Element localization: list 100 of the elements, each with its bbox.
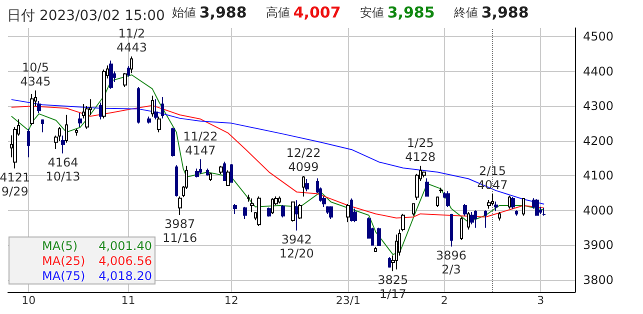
candlestick	[346, 204, 350, 223]
annotation: 11/2 4443	[116, 26, 147, 54]
candlestick	[436, 196, 439, 208]
text: 高値 4,007	[266, 4, 341, 22]
annotation: 4,001.40	[98, 239, 152, 253]
candlestick	[412, 202, 415, 216]
candlestick	[127, 66, 130, 78]
annotation: 11/22 4147	[183, 129, 218, 158]
text: MA(5)	[42, 239, 78, 253]
x-tick-label: 11	[121, 294, 136, 307]
candlestick	[223, 161, 226, 182]
y-tick-label: 4200	[583, 134, 614, 148]
x-tick-label: 10	[22, 294, 36, 307]
candlestick	[147, 116, 151, 124]
candlestick	[271, 198, 274, 214]
candlestick	[199, 158, 202, 174]
candlestick	[535, 198, 539, 216]
candlestick	[508, 195, 511, 210]
candlestick	[474, 210, 477, 228]
candlestick	[175, 164, 178, 197]
candlestick	[494, 201, 498, 212]
candlestick	[542, 207, 546, 216]
y-tick-label: 3800	[583, 272, 614, 287]
candlestick	[470, 212, 474, 225]
candlestick	[243, 206, 247, 220]
candlestick	[250, 198, 254, 213]
candlestick	[209, 172, 212, 182]
text: 始値 3,988	[172, 4, 247, 22]
candlestick	[30, 94, 34, 126]
candlestick	[484, 210, 487, 228]
candlestick	[329, 206, 333, 220]
candlestick	[498, 212, 501, 221]
candlestick	[247, 194, 250, 202]
candlestick	[491, 194, 494, 206]
annotation: 1/25 4128	[405, 136, 436, 164]
candlestick	[388, 256, 391, 268]
candlestick	[219, 165, 223, 174]
x-tick-label: 23/1	[336, 294, 361, 307]
candlestick	[65, 114, 68, 144]
candlestick	[230, 164, 233, 184]
candlestick	[130, 56, 133, 74]
candlestick	[137, 86, 140, 124]
y-tick-label: 4400	[583, 64, 614, 78]
candlestick	[154, 98, 158, 120]
candlestick	[446, 190, 450, 208]
candlestick	[75, 128, 78, 136]
candlestick	[109, 60, 113, 90]
candlestick	[463, 204, 467, 216]
candlestick	[151, 95, 154, 118]
candlestick	[206, 168, 209, 176]
candlestick	[78, 112, 82, 128]
candlestick	[439, 187, 443, 194]
candlestick	[171, 127, 175, 158]
y-tick-label: 4300	[583, 99, 614, 114]
x-tick-label: 2	[440, 294, 448, 307]
candlestick	[302, 175, 305, 197]
text: MA(75)	[42, 269, 86, 283]
candlestick	[295, 200, 298, 232]
candlestick	[305, 178, 309, 192]
candlestick	[233, 204, 237, 214]
annotation: 3942 12/20	[279, 232, 314, 261]
annotation: 3987 11/16	[162, 216, 198, 245]
candlestick	[257, 196, 261, 226]
candlestick	[37, 100, 41, 114]
annotation: 4,006.56	[98, 254, 152, 268]
candlestick	[460, 216, 463, 240]
text: 安値 3,985	[360, 4, 435, 22]
y-tick-label: 4100	[583, 168, 614, 183]
x-tick-label: 12	[224, 294, 238, 307]
text: MA(25)	[42, 254, 86, 268]
candlestick	[123, 72, 127, 88]
y-tick-label: 4500	[583, 30, 614, 44]
annotation: 3896 2/3	[436, 248, 467, 276]
candlestick	[281, 204, 285, 218]
candlestick	[161, 96, 164, 119]
candlestick	[467, 212, 470, 230]
candlestick	[515, 210, 518, 216]
y-tick-label: 3900	[583, 238, 614, 252]
candlestick	[226, 170, 230, 187]
candlestick	[278, 196, 281, 204]
candlestick	[61, 135, 65, 154]
candlestick	[178, 196, 182, 216]
candlestick	[425, 178, 429, 197]
candlestick	[522, 198, 525, 216]
candlestick	[450, 213, 453, 247]
annotation: 12/22 4099	[286, 146, 321, 174]
text: 終値 3,988	[453, 4, 529, 22]
candlestick	[350, 198, 353, 222]
annotation: 4,018.20	[98, 269, 152, 283]
chart-title: 日付 2023/03/02 15:00	[7, 8, 165, 24]
candlestick	[374, 246, 377, 253]
x-tick-label: 3	[537, 294, 544, 307]
candlestick	[267, 207, 271, 218]
y-tick-label: 4000	[583, 203, 614, 218]
candlestick	[511, 196, 515, 210]
candlestick	[157, 116, 161, 133]
candlestick	[102, 69, 106, 119]
annotation: 4164 10/13	[46, 155, 80, 184]
candlestick	[377, 227, 381, 246]
candlestick	[298, 204, 302, 220]
